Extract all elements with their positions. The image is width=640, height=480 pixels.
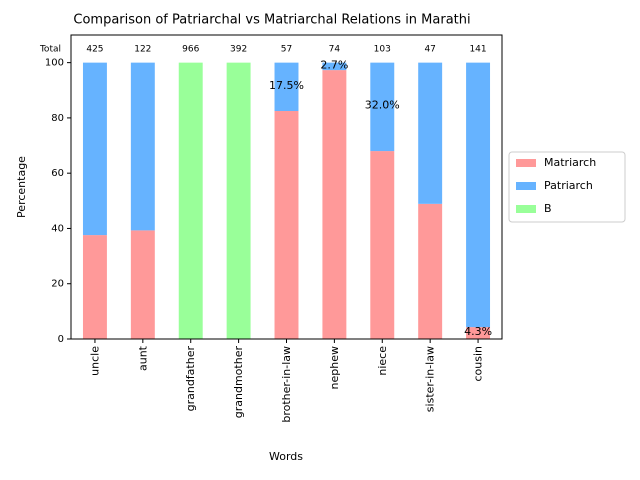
legend-label: B (544, 202, 552, 215)
x-tick-label: grandfather (184, 346, 197, 412)
bar-segment (322, 70, 347, 340)
total-value: 57 (281, 45, 292, 55)
y-tick-label: 40 (51, 223, 64, 234)
x-tick-label: aunt (136, 345, 149, 371)
bar-segment (130, 230, 155, 339)
x-tick-label: niece (376, 346, 389, 376)
y-tick-label: 0 (58, 334, 64, 345)
x-tick-label: sister-in-law (424, 346, 437, 412)
bar-segment (274, 62, 299, 111)
annotation: 32.0% (365, 99, 400, 112)
annotation: 2.7% (320, 59, 348, 72)
annotation: 17.5% (269, 79, 304, 92)
legend-label: Matriarch (544, 156, 596, 169)
total-value: 425 (86, 45, 103, 55)
bar-segment (130, 62, 155, 231)
total-value: 966 (182, 45, 199, 55)
total-value: 141 (469, 45, 486, 55)
x-tick-label: cousin (472, 346, 485, 382)
bar-segment (466, 62, 491, 328)
x-tick-label: grandmother (232, 346, 245, 419)
total-value: 122 (134, 45, 151, 55)
legend-swatch (516, 182, 536, 190)
bar-segment (82, 235, 107, 339)
y-axis-label: Percentage (15, 156, 28, 218)
y-tick-label: 60 (51, 168, 64, 179)
bar-segment (370, 151, 395, 339)
legend-swatch (516, 205, 536, 213)
legend-swatch (516, 159, 536, 167)
x-tick-label: brother-in-law (280, 346, 293, 423)
bar-segment (370, 62, 395, 152)
bar-segment (466, 327, 491, 339)
total-value: 392 (230, 45, 247, 55)
totals-label: Total (39, 45, 61, 55)
y-tick-label: 100 (45, 58, 64, 69)
x-tick-label: uncle (88, 346, 101, 376)
total-value: 47 (424, 45, 435, 55)
bar-segment (322, 62, 347, 71)
bar-segment (418, 62, 443, 204)
x-tick-label: nephew (328, 346, 341, 389)
legend-label: Patriarch (544, 179, 593, 192)
x-axis-label: Words (269, 450, 303, 463)
legend-box (508, 151, 626, 223)
total-value: 103 (374, 45, 391, 55)
annotation: 4.3% (464, 325, 492, 338)
total-value: 74 (329, 45, 341, 55)
bar-segment (274, 111, 299, 339)
bar-segment (178, 62, 203, 340)
bar-segment (226, 62, 251, 340)
chart-title: Comparison of Patriarchal vs Matriarchal… (73, 13, 470, 28)
bar-segment (82, 62, 107, 236)
y-tick-label: 80 (51, 113, 64, 124)
y-tick-label: 20 (51, 279, 64, 290)
bar-segment (418, 203, 443, 339)
